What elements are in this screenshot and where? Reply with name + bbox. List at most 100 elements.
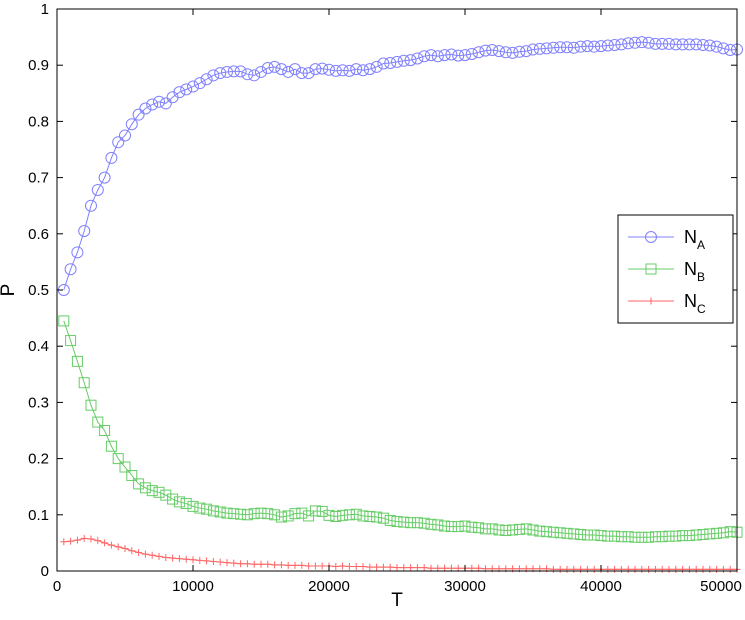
data-point (493, 524, 505, 536)
data-point (133, 478, 145, 490)
data-point (248, 508, 260, 520)
data-point (58, 315, 70, 327)
data-point (554, 41, 567, 54)
data-point (377, 57, 390, 70)
data-point (663, 37, 675, 50)
data-point (699, 565, 707, 573)
data-point (452, 521, 464, 533)
data-point (121, 545, 129, 553)
data-point (445, 521, 457, 533)
series-line (63, 320, 738, 538)
data-point (237, 560, 245, 568)
series-layer (57, 36, 743, 573)
data-point (262, 508, 274, 520)
data-point (690, 38, 703, 51)
data-point (588, 40, 601, 53)
data-point (223, 559, 231, 567)
data-point (173, 86, 186, 99)
data-point (146, 485, 158, 497)
data-point (311, 562, 319, 570)
data-point (305, 562, 313, 570)
data-point (400, 564, 408, 572)
data-point (425, 49, 437, 62)
data-point (132, 108, 145, 121)
data-point (513, 45, 526, 58)
data-point (520, 523, 532, 535)
y-tick-label: 0.1 (28, 507, 49, 524)
data-point (638, 565, 646, 573)
data-point (329, 64, 342, 77)
data-point (506, 46, 519, 59)
data-point (282, 510, 294, 522)
data-point (533, 42, 546, 55)
data-point (203, 557, 211, 565)
data-point (167, 493, 179, 505)
data-point (112, 453, 124, 465)
legend-label: NA (684, 227, 705, 252)
data-point (431, 50, 444, 63)
data-point (264, 560, 272, 568)
data-point (209, 557, 217, 565)
data-point (581, 40, 594, 53)
data-point (642, 36, 655, 49)
legend-marker (647, 297, 655, 305)
data-point (697, 528, 709, 540)
data-point (248, 69, 261, 82)
data-point (629, 531, 641, 543)
data-point (683, 38, 696, 51)
data-point (377, 512, 389, 524)
data-point (665, 565, 673, 573)
data-point (214, 506, 226, 518)
data-point (683, 530, 695, 542)
data-point (651, 565, 659, 573)
data-point (418, 50, 431, 63)
x-tick-label: 50000 (700, 578, 742, 595)
data-point (107, 541, 115, 549)
data-point (622, 37, 635, 50)
data-point (432, 519, 444, 531)
data-point (234, 65, 247, 78)
data-point (622, 531, 634, 543)
data-point (527, 524, 539, 536)
x-tick-label: 10000 (172, 578, 214, 595)
data-point (379, 563, 387, 571)
data-point (241, 68, 254, 81)
data-point (207, 505, 219, 517)
data-point (672, 565, 680, 573)
data-point (391, 516, 403, 528)
legend-marker (645, 231, 657, 243)
data-point (126, 469, 138, 481)
data-point (649, 37, 662, 50)
data-point (350, 63, 363, 76)
data-point (615, 38, 628, 51)
data-point (282, 65, 295, 78)
series-N_C (60, 534, 741, 573)
data-point (452, 49, 465, 62)
data-point (466, 521, 478, 533)
data-point (609, 530, 621, 542)
data-point (112, 136, 125, 149)
data-point (636, 531, 648, 543)
data-point (146, 98, 159, 111)
data-point (330, 510, 342, 522)
data-point (631, 565, 639, 573)
data-point (153, 486, 165, 498)
data-point (583, 565, 591, 573)
data-point (71, 246, 84, 259)
data-point (119, 461, 131, 473)
data-point (679, 565, 687, 573)
data-point (717, 42, 730, 55)
legend-label: NB (684, 259, 705, 284)
data-point (65, 335, 77, 347)
data-point (445, 48, 458, 61)
data-point (386, 563, 394, 571)
data-point (316, 62, 329, 75)
data-point (581, 529, 593, 541)
data-point (318, 562, 326, 570)
data-point (568, 528, 580, 540)
data-point (649, 531, 661, 543)
data-point (479, 44, 492, 57)
data-point (243, 560, 251, 568)
y-tick-label: 0.4 (28, 338, 49, 355)
data-point (78, 224, 91, 237)
